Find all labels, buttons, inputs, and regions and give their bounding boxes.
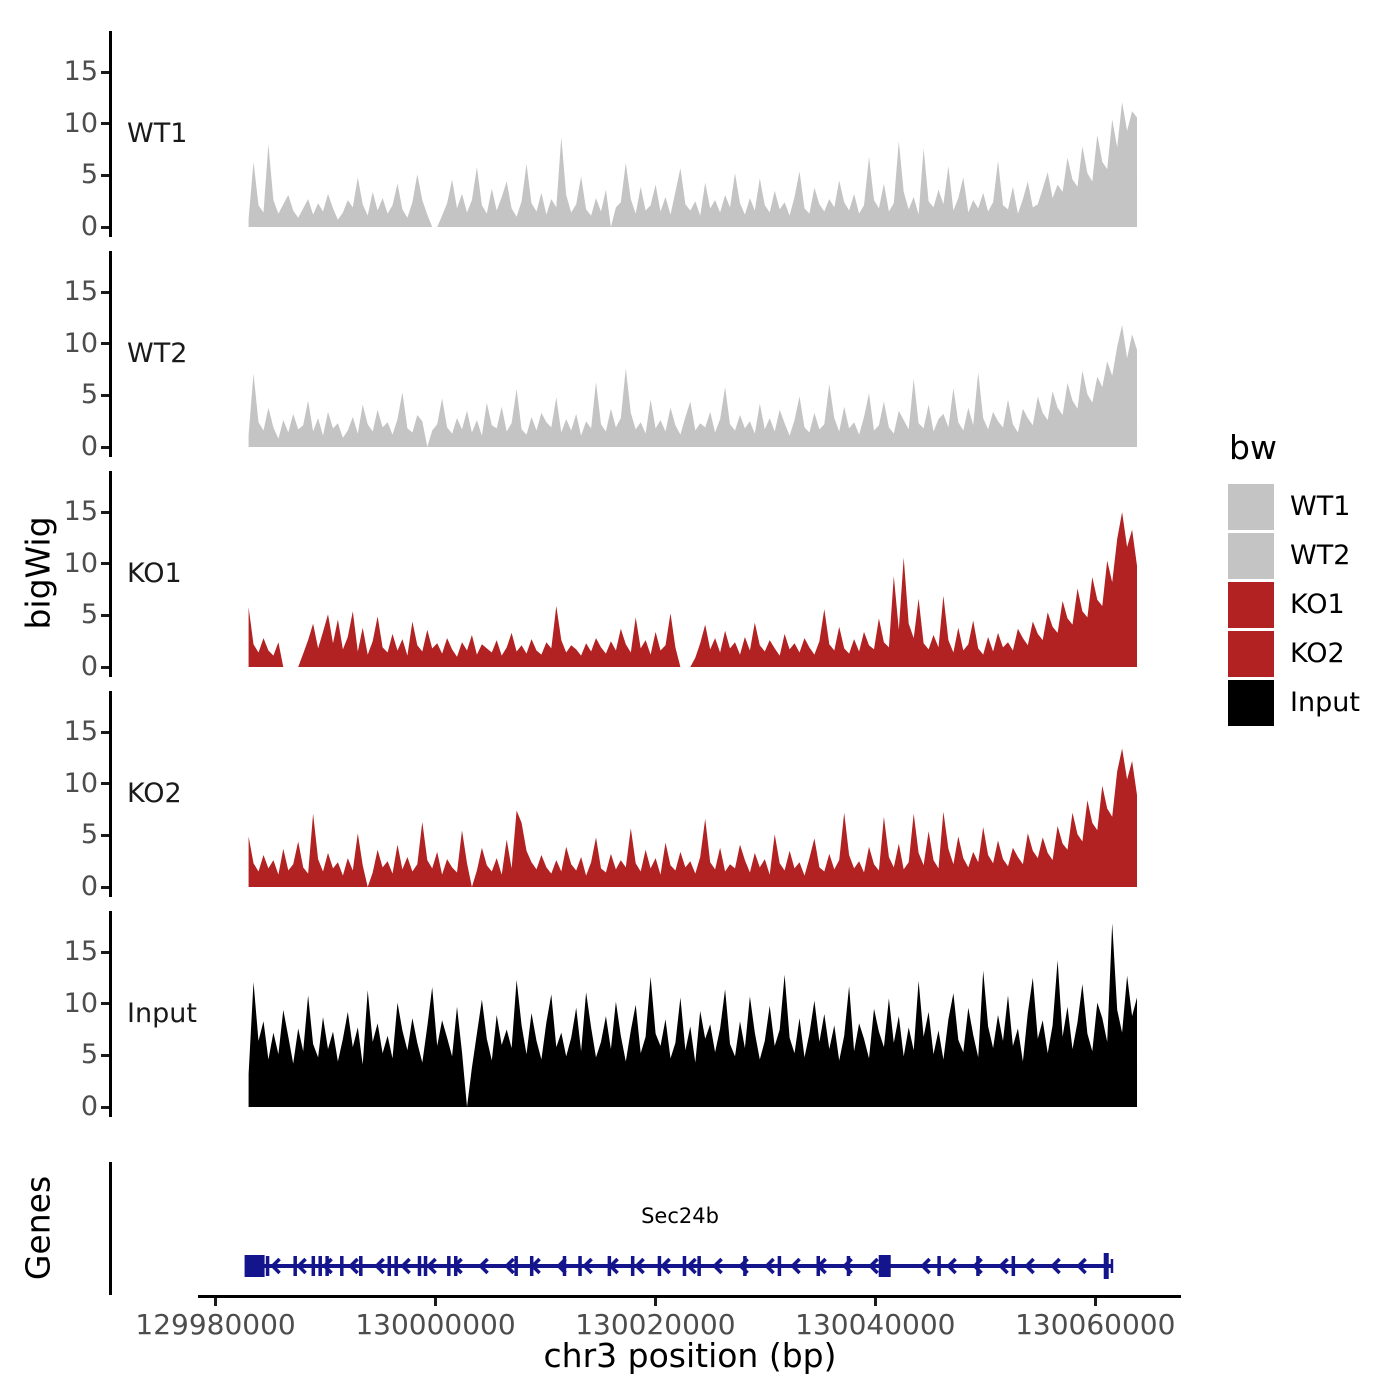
y-tick-label-input-15: 15: [63, 936, 98, 967]
x-tick-4: [1093, 1298, 1097, 1306]
x-tick-2: [653, 1298, 657, 1306]
legend-swatch-input: [1228, 680, 1274, 726]
x-tick-label-3: 130040000: [795, 1308, 956, 1341]
y-tick-ko2-0: [101, 885, 109, 889]
y-axis-line-wt2: [109, 251, 112, 457]
track-label-wt1: WT1: [127, 118, 188, 149]
y-tick-label-wt1-0: 0: [80, 211, 98, 242]
y-axis-line-input: [109, 911, 112, 1117]
y-axis-line-ko2: [109, 691, 112, 897]
legend-swatch-wt1: [1228, 484, 1274, 530]
y-tick-label-input-0: 0: [80, 1091, 98, 1122]
y-tick-label-ko1-15: 15: [63, 496, 98, 527]
y-tick-ko2-10: [101, 782, 109, 786]
ko1-coverage-area: [248, 512, 1138, 667]
y-tick-label-wt1-5: 5: [80, 159, 98, 191]
y-tick-ko1-10: [101, 562, 109, 566]
gene-model-sec24b: [244, 1253, 1114, 1279]
y-tick-label-ko2-0: 0: [80, 871, 98, 902]
legend-label-wt2: WT2: [1290, 540, 1351, 571]
y-tick-ko2-5: [101, 833, 109, 837]
x-tick-0: [214, 1298, 218, 1306]
genes-axis-line: [109, 1162, 112, 1295]
y-tick-label-input-5: 5: [80, 1039, 98, 1071]
y-tick-label-wt2-10: 10: [63, 327, 98, 359]
x-tick-1: [434, 1298, 437, 1306]
x-axis-title: chr3 position (bp): [543, 1336, 837, 1375]
y-tick-ko1-0: [101, 665, 109, 669]
legend-swatch-ko2: [1228, 631, 1274, 677]
y-tick-input-15: [101, 950, 109, 954]
y-axis-line-wt1: [109, 31, 112, 237]
input-coverage-area: [248, 923, 1138, 1107]
y-tick-input-0: [101, 1105, 109, 1109]
legend-label-ko2: KO2: [1290, 638, 1345, 669]
legend-item-wt2: WT2: [1228, 532, 1398, 581]
legend-label-input: Input: [1290, 687, 1360, 718]
track-label-ko1: KO1: [127, 558, 182, 589]
y-tick-wt2-0: [101, 445, 109, 449]
x-tick-label-1: 130000000: [355, 1308, 516, 1341]
y-tick-wt1-10: [101, 122, 109, 126]
y-axis-line-ko1: [109, 471, 112, 677]
track-label-input: Input: [127, 998, 197, 1029]
y-tick-input-10: [101, 1002, 109, 1006]
y-tick-ko1-5: [101, 613, 109, 617]
y-tick-label-ko1-10: 10: [63, 547, 98, 579]
legend-label-ko1: KO1: [1290, 589, 1345, 620]
x-tick-3: [873, 1298, 877, 1306]
legend-swatch-ko1: [1228, 582, 1274, 628]
y-tick-wt1-0: [101, 225, 109, 229]
y-tick-ko2-15: [101, 730, 109, 734]
legend: bw WT1 WT2 KO1 KO2 Input: [1228, 428, 1398, 728]
y-tick-label-input-10: 10: [63, 987, 98, 1019]
legend-label-wt1: WT1: [1290, 491, 1351, 522]
x-axis-line: [198, 1295, 1181, 1298]
y-tick-label-wt2-15: 15: [63, 276, 98, 307]
y-tick-label-ko1-5: 5: [80, 599, 98, 631]
y-tick-wt1-5: [101, 173, 109, 177]
y-tick-ko1-15: [101, 510, 109, 514]
y-tick-label-wt1-15: 15: [63, 56, 98, 87]
y-tick-label-wt1-10: 10: [63, 107, 98, 139]
gene-name-label: Sec24b: [641, 1204, 719, 1228]
y-tick-wt1-15: [101, 70, 109, 74]
y-tick-label-wt2-0: 0: [80, 431, 98, 462]
track-label-ko2: KO2: [127, 778, 182, 809]
wt1-coverage-area: [248, 102, 1138, 227]
y-tick-input-5: [101, 1053, 109, 1057]
y-tick-label-ko2-15: 15: [63, 716, 98, 747]
genes-axis-title: Genes: [18, 1175, 58, 1281]
track-label-wt2: WT2: [127, 338, 188, 369]
legend-item-ko1: KO1: [1228, 581, 1398, 630]
legend-item-ko2: KO2: [1228, 630, 1398, 679]
x-tick-label-0: 129980000: [135, 1308, 296, 1341]
y-tick-label-wt2-5: 5: [80, 379, 98, 411]
y-tick-wt2-5: [101, 393, 109, 397]
legend-title: bw: [1229, 428, 1277, 467]
y-tick-label-ko1-0: 0: [80, 651, 98, 682]
x-tick-label-2: 130020000: [575, 1308, 736, 1341]
y-tick-label-ko2-10: 10: [63, 767, 98, 799]
wt2-coverage-area: [248, 325, 1138, 447]
x-tick-label-4: 130060000: [1015, 1308, 1176, 1341]
y-tick-wt2-15: [101, 290, 109, 294]
legend-item-wt1: WT1: [1228, 483, 1398, 532]
ko2-coverage-area: [248, 748, 1138, 887]
y-tick-label-ko2-5: 5: [80, 819, 98, 851]
y-tick-wt2-10: [101, 342, 109, 346]
legend-item-input: Input: [1228, 679, 1398, 728]
legend-swatch-wt2: [1228, 533, 1274, 579]
